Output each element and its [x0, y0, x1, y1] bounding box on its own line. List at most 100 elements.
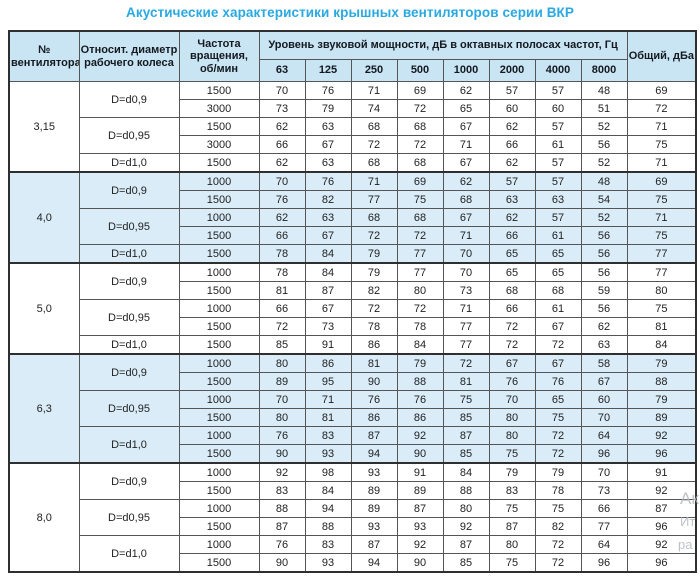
spl-value-cell: 62	[580, 317, 628, 336]
table-row: D=d0,95 1000 66 67 72 72 71 66 61 56 75	[9, 299, 697, 336]
spl-value-cell: 77	[396, 262, 444, 282]
spl-value-cell: 93	[304, 444, 352, 464]
spl-value-cell: 89	[396, 481, 444, 500]
spl-value-cell: 90	[350, 372, 398, 391]
total-cell: 79	[626, 353, 697, 373]
speed-cell: 1000	[178, 390, 260, 409]
total-cell: 71	[626, 208, 697, 227]
speed-cell: 3000	[178, 135, 260, 154]
table-row: 1500 81 87 82 80 73 68 68 59 80	[9, 281, 697, 300]
spl-value-cell: 61	[534, 135, 582, 154]
table-row: 1500 80 81 86 86 85 80 75 70 89	[9, 408, 697, 427]
fan-number-cell: 6,3	[8, 353, 80, 464]
spl-value-cell: 83	[304, 535, 352, 554]
table-row: 3000 73 79 74 72 65 60 60 51 72	[9, 99, 697, 118]
total-cell: 88	[626, 372, 697, 391]
spl-value-cell: 77	[442, 317, 490, 336]
table-row: D=d1,0 1500 62 63 68 68 67 62 57 52 71	[9, 153, 697, 173]
speed-cell: 1000	[178, 353, 260, 373]
spl-value-cell: 93	[304, 553, 352, 573]
table-row: 5,0 D=d0,9 1000 78 84 79 77 70 65 65 56 77	[8, 262, 697, 355]
spl-value-cell: 70	[580, 462, 628, 482]
spl-value-cell: 89	[350, 481, 398, 500]
spl-value-cell: 63	[304, 208, 352, 227]
speed-cell: 1500	[178, 81, 260, 100]
spl-value-cell: 94	[304, 499, 352, 518]
spl-value-cell: 62	[442, 81, 490, 100]
spl-value-cell: 88	[442, 481, 490, 500]
header-freq-8000: 8000	[580, 59, 628, 82]
spl-value-cell: 72	[534, 426, 582, 445]
spl-value-cell: 72	[396, 226, 444, 245]
total-cell: 91	[626, 462, 697, 482]
spl-value-cell: 57	[534, 208, 582, 227]
spl-value-cell: 68	[350, 208, 398, 227]
spl-value-cell: 93	[350, 462, 398, 482]
spl-value-cell: 89	[258, 372, 306, 391]
spl-value-cell: 68	[442, 190, 490, 209]
header-freq-63: 63	[258, 59, 306, 82]
spl-value-cell: 87	[350, 535, 398, 554]
speed-cell: 1500	[178, 281, 260, 300]
spl-value-cell: 92	[396, 426, 444, 445]
spl-value-cell: 81	[442, 372, 490, 391]
spl-value-cell: 72	[350, 299, 398, 318]
spl-value-cell: 76	[304, 171, 352, 191]
spl-value-cell: 72	[396, 299, 444, 318]
spl-value-cell: 68	[396, 153, 444, 173]
table-row: 1500 89 95 90 88 81 76 76 67 88	[9, 372, 697, 391]
acoustic-characteristics-table: № вентилятора Относит. диаметр рабочего …	[8, 30, 698, 573]
spl-value-cell: 84	[442, 462, 490, 482]
spl-value-cell: 58	[580, 353, 628, 373]
spl-value-cell: 86	[396, 408, 444, 427]
spl-value-cell: 63	[304, 153, 352, 173]
diameter-cell: D=d0,9	[78, 81, 180, 118]
spl-value-cell: 96	[580, 553, 628, 573]
total-cell: 71	[626, 153, 697, 173]
header-fan-number: № вентилятора	[8, 30, 80, 82]
spl-value-cell: 89	[350, 499, 398, 518]
spl-value-cell: 56	[580, 226, 628, 245]
speed-cell: 1000	[178, 171, 260, 191]
spl-value-cell: 88	[258, 499, 306, 518]
spl-value-cell: 70	[442, 262, 490, 282]
spl-value-cell: 85	[442, 444, 490, 464]
spl-value-cell: 57	[534, 153, 582, 173]
spl-value-cell: 71	[350, 81, 398, 100]
spl-value-cell: 94	[350, 444, 398, 464]
spl-value-cell: 67	[442, 208, 490, 227]
table-row: D=d1,0 1500 85 91 86 84 77 72 72 63 84	[9, 335, 697, 355]
speed-cell: 1000	[178, 462, 260, 482]
table-row: 6,3 D=d0,9 1000 80 86 81 79 72 67 67 58 79	[8, 353, 697, 464]
total-cell: 75	[626, 190, 697, 209]
total-cell: 72	[626, 99, 697, 118]
table-row: 1500 76 82 77 75 68 63 63 54 75	[9, 190, 697, 209]
spl-value-cell: 75	[442, 390, 490, 409]
spl-value-cell: 72	[350, 226, 398, 245]
total-cell: 87	[626, 499, 697, 518]
spl-value-cell: 56	[580, 299, 628, 318]
speed-cell: 1500	[178, 190, 260, 209]
spl-value-cell: 90	[396, 444, 444, 464]
speed-cell: 1500	[178, 444, 260, 464]
table-body: 3,15 D=d0,9 1500 70 76 71 69 62 57 57 48 69 3000 73 79…	[8, 81, 697, 573]
spl-value-cell: 56	[580, 244, 628, 264]
spl-value-cell: 80	[396, 281, 444, 300]
spl-value-cell: 60	[534, 99, 582, 118]
fan-number-cell: 5,0	[8, 262, 80, 355]
spl-value-cell: 70	[258, 81, 306, 100]
speed-cell: 1500	[178, 244, 260, 264]
spl-value-cell: 72	[534, 444, 582, 464]
header-freq-1000: 1000	[442, 59, 490, 82]
spl-value-cell: 84	[304, 262, 352, 282]
spl-value-cell: 80	[488, 408, 536, 427]
spl-value-cell: 52	[580, 153, 628, 173]
spl-value-cell: 65	[534, 390, 582, 409]
spl-value-cell: 96	[580, 444, 628, 464]
diameter-cell: D=d0,95	[78, 499, 180, 536]
spl-value-cell: 68	[350, 117, 398, 136]
spl-value-cell: 86	[350, 335, 398, 355]
spl-value-cell: 65	[488, 244, 536, 264]
total-cell: 96	[626, 517, 697, 536]
spl-value-cell: 68	[350, 153, 398, 173]
